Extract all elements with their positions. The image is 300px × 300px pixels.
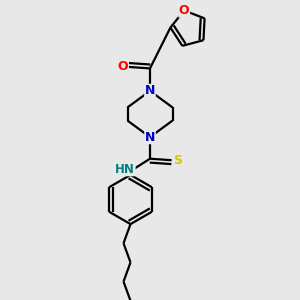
Text: O: O (118, 60, 128, 74)
Text: HN: HN (115, 163, 135, 176)
Text: N: N (145, 84, 155, 98)
Text: N: N (145, 130, 155, 144)
Text: S: S (173, 154, 182, 167)
Text: O: O (179, 4, 190, 17)
